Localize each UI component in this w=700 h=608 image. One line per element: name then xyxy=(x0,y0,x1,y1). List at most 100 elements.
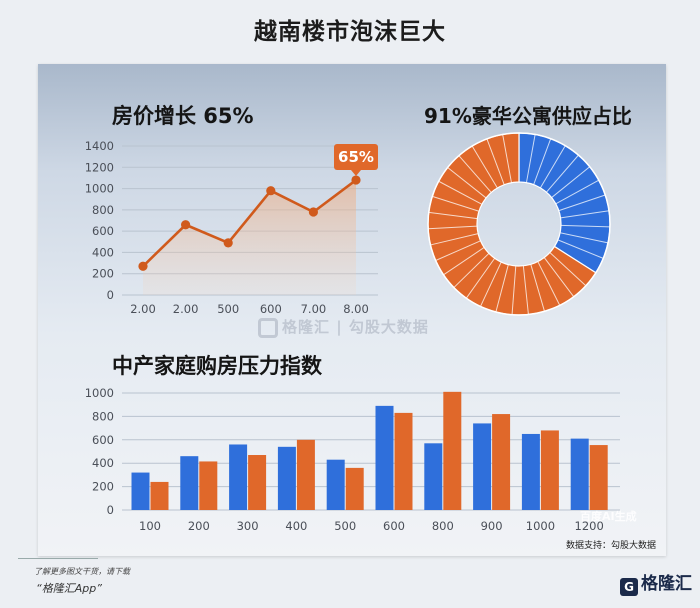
donut-chart-title: 91%豪华公寓供应占比 xyxy=(424,104,632,128)
donut-segment-divider xyxy=(546,154,579,193)
footer-app-link[interactable]: “格隆汇App” xyxy=(36,582,102,595)
bar-orange xyxy=(248,455,267,510)
donut-segment-divider xyxy=(539,145,566,189)
donut-segment-divider xyxy=(537,261,561,306)
line-y-tick-label: 1400 xyxy=(85,139,114,153)
donut-slice-blue xyxy=(518,132,611,274)
line-chart: 0 200 400 600 800 1000 1200 1400 2.00 2.00 500 600 7… xyxy=(85,139,378,316)
line-y-tick-label: 1200 xyxy=(85,160,114,174)
footer-note: 了解更多图文干货，请下载 xyxy=(34,567,130,576)
line-point xyxy=(351,175,361,185)
bar-orange xyxy=(345,467,364,510)
line-x-tick-label: 7.00 xyxy=(301,302,327,316)
donut-segment-divider xyxy=(438,180,483,205)
donut-segment-divider xyxy=(495,264,509,313)
line-x-tick-label: 500 xyxy=(217,302,239,316)
line-annotation-badge xyxy=(334,144,378,171)
bar-y-tick-label: 0 xyxy=(107,503,114,517)
bar-x-tick-label: 400 xyxy=(285,519,307,533)
donut-segment-divider xyxy=(471,145,498,189)
donut-segment-divider xyxy=(432,195,480,212)
bar-orange xyxy=(589,445,608,510)
line-y-tick-label: 600 xyxy=(92,224,114,238)
line-series xyxy=(142,179,357,268)
bar-x-tick-label: 900 xyxy=(481,519,503,533)
brand-g-icon: G xyxy=(620,578,638,596)
line-point xyxy=(181,220,191,230)
bar-y-tick-label: 200 xyxy=(92,480,114,494)
line-y-tick-label: 400 xyxy=(92,245,114,259)
watermark-logo-icon xyxy=(258,317,278,338)
bar-orange xyxy=(394,412,413,510)
donut-chart xyxy=(427,132,611,316)
line-x-tick-label: 2.00 xyxy=(173,302,199,316)
bar-blue xyxy=(473,423,492,510)
page-title: 越南楼市泡沫巨大 xyxy=(254,19,446,45)
donut-segment-divider xyxy=(551,166,591,198)
bar-x-tick-label: 800 xyxy=(432,519,454,533)
bar-chart-title: 中产家庭购房压力指数 xyxy=(112,354,322,378)
bar-x-tick-label: 1000 xyxy=(526,519,555,533)
bar-blue xyxy=(180,456,199,510)
bar-orange xyxy=(492,414,511,510)
bar-blue xyxy=(521,433,540,510)
line-point xyxy=(266,186,276,196)
bar-x-tick-label: 300 xyxy=(237,519,259,533)
bar-y-tick-label: 1000 xyxy=(85,386,114,400)
line-y-tick-label: 800 xyxy=(92,203,114,217)
donut-segment-divider xyxy=(458,155,492,193)
bar-x-tick-label: 600 xyxy=(383,519,405,533)
watermark: 格隆汇 | 勾股大数据 xyxy=(258,316,429,338)
donut-segment-divider xyxy=(480,261,502,307)
brand-logo: G 格隆汇 xyxy=(620,569,692,596)
bar-x-tick-label: 1200 xyxy=(575,519,604,533)
donut-segment-divider xyxy=(559,232,609,244)
brand-name: 格隆汇 xyxy=(641,574,692,594)
bar-y-tick-label: 600 xyxy=(92,433,114,447)
bar-chart: 0 200 400 600 800 1000 100 200 300 400 500 600 800 90… xyxy=(85,386,620,533)
donut-segment-divider xyxy=(502,134,512,183)
line-annotation-pointer xyxy=(351,170,361,177)
line-y-tick-label: 1000 xyxy=(85,182,114,196)
donut-outer-ring xyxy=(427,132,611,316)
donut-segment-divider xyxy=(428,225,478,230)
donut-segment-divider xyxy=(428,211,478,220)
bar-blue xyxy=(424,443,443,510)
bar-orange xyxy=(199,461,218,510)
donut-segment-divider xyxy=(557,239,604,259)
donut-segment-divider xyxy=(447,167,487,199)
footer-divider xyxy=(18,558,98,559)
donut-segment-divider xyxy=(549,252,587,287)
donut-segment-divider xyxy=(558,194,606,212)
line-point xyxy=(308,207,318,217)
donut-segment-divider xyxy=(533,138,552,185)
donut-segment-divider xyxy=(543,257,575,298)
bar-x-tick-label: 100 xyxy=(139,519,161,533)
line-x-tick-label: 8.00 xyxy=(343,302,369,316)
donut-segment-divider xyxy=(443,247,485,276)
line-point xyxy=(223,238,233,248)
line-annotation-label: 65% xyxy=(338,148,374,166)
bar-blue xyxy=(570,438,589,510)
donut-segment-divider xyxy=(465,257,496,299)
bar-blue xyxy=(326,459,345,510)
donut-segment-divider xyxy=(511,265,517,315)
donut-segment-divider xyxy=(430,233,479,246)
donut-segment-divider xyxy=(560,210,610,219)
line-y-tick-label: 0 xyxy=(107,288,114,302)
bar-blue xyxy=(375,405,394,510)
bar-orange xyxy=(150,481,169,510)
donut-segment-divider xyxy=(486,138,505,185)
line-x-tick-label: 2.00 xyxy=(130,302,156,316)
line-point xyxy=(138,261,148,271)
donut-segment-divider xyxy=(453,252,490,288)
donut-segment-divider xyxy=(530,264,545,312)
ai-generated-label: 百度AI生成 xyxy=(580,510,637,523)
bar-blue xyxy=(229,444,248,510)
line-y-tick-label: 200 xyxy=(92,267,114,281)
donut-segment-divider xyxy=(555,179,599,205)
bar-x-tick-label: 200 xyxy=(188,519,210,533)
bar-y-tick-label: 800 xyxy=(92,409,114,423)
bar-blue xyxy=(131,472,150,510)
